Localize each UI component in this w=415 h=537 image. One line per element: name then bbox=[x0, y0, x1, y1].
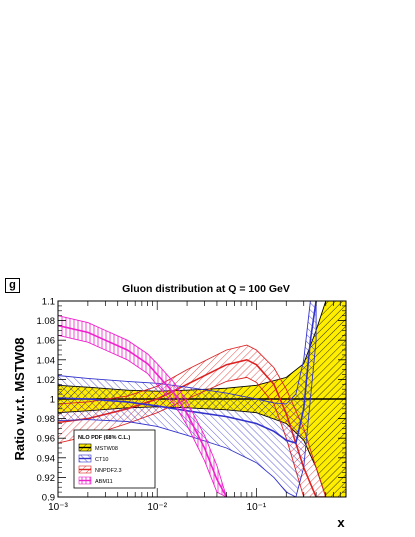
y-tick-label: 1.08 bbox=[37, 316, 56, 327]
series-bands bbox=[58, 301, 346, 497]
band-ct10 bbox=[58, 301, 317, 497]
legend-label-mstw08: MSTW08 bbox=[95, 446, 118, 452]
x-tick-label: 10⁻¹ bbox=[247, 502, 267, 513]
legend-label-abm11: ABM11 bbox=[95, 479, 113, 485]
y-tick-label: 0.9 bbox=[42, 493, 55, 504]
y-tick-label: 1.1 bbox=[42, 297, 55, 308]
y-tick-label: 1.02 bbox=[37, 375, 56, 386]
axes: 0.9 0.92 0.94 0.96 0.98 1 1.02 1.04 1.06 1.08 1.1 1… bbox=[37, 297, 347, 513]
y-tick-label: 0.98 bbox=[37, 414, 56, 425]
legend-title: NLO PDF (68% C.L.) bbox=[78, 435, 130, 441]
x-axis-label: x bbox=[337, 515, 345, 530]
y-tick-label: 0.96 bbox=[37, 434, 56, 445]
legend-label-nnpdf2-3: NNPDF2.3 bbox=[95, 468, 122, 474]
y-tick-label: 1 bbox=[50, 395, 55, 406]
y-tick-label: 1.04 bbox=[37, 355, 56, 366]
panel-tag: g bbox=[5, 278, 20, 293]
y-axis-label: Ratio w.r.t. MSTW08 bbox=[12, 337, 27, 460]
band-abm11 bbox=[58, 315, 227, 497]
chart-title: Gluon distribution at Q = 100 GeV bbox=[122, 283, 290, 295]
y-tick-label: 1.06 bbox=[37, 336, 56, 347]
x-tick-label: 10⁻² bbox=[147, 502, 167, 513]
central-line-abm11 bbox=[58, 324, 228, 497]
central-line-ct10 bbox=[58, 301, 317, 445]
y-tick-label: 0.94 bbox=[37, 453, 56, 464]
legend: NLO PDF (68% C.L.) MSTW08 CT10 NNPDF2.3 ABM… bbox=[73, 429, 156, 489]
legend-label-ct10: CT10 bbox=[95, 457, 108, 463]
x-tick-label: 10⁻³ bbox=[48, 502, 68, 513]
y-tick-label: 0.92 bbox=[37, 473, 56, 484]
